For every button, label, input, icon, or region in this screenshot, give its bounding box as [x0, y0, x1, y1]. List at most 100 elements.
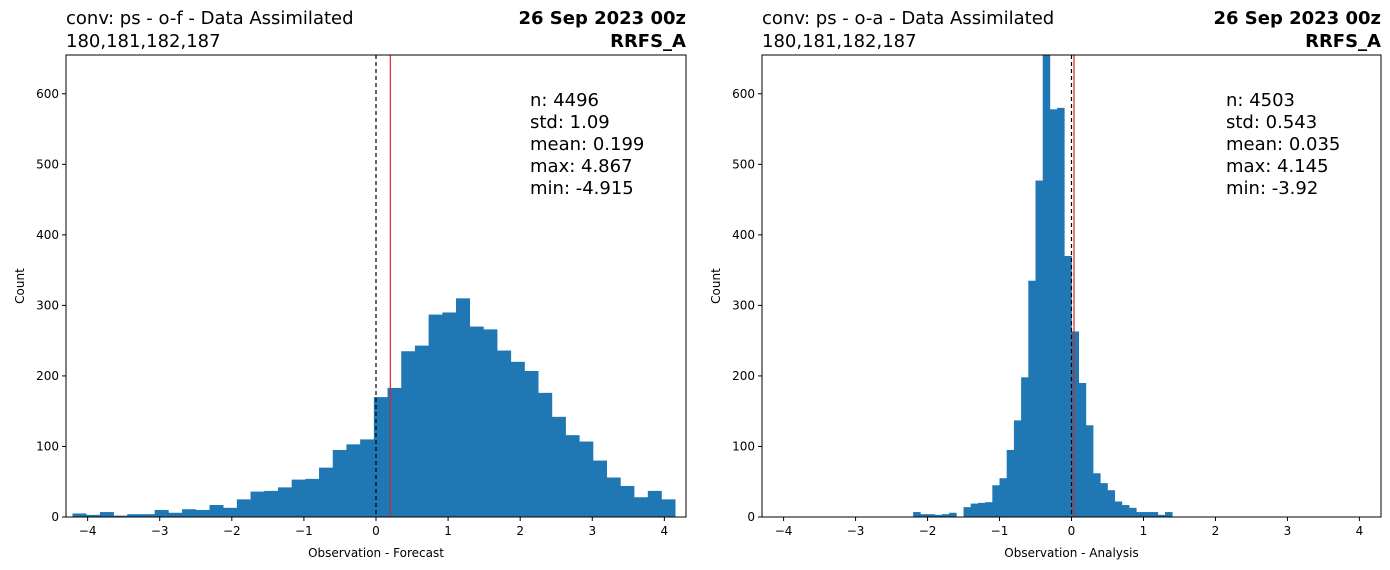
histogram-bar: [1114, 501, 1123, 517]
histogram-bar: [992, 485, 1000, 517]
histogram-bar: [414, 345, 429, 517]
histogram-bar: [934, 514, 943, 517]
y-tick-label: 200: [36, 369, 59, 383]
histogram-bar: [99, 512, 114, 517]
histogram-bar: [456, 298, 471, 517]
y-axis-label: Count: [709, 268, 723, 304]
histogram-bar: [1013, 420, 1022, 517]
histogram-bar: [305, 478, 320, 517]
y-axis-label: Count: [13, 268, 27, 304]
histogram-bar: [524, 370, 539, 517]
histogram-bar: [920, 514, 928, 517]
stats-line: std: 0.543: [1226, 112, 1317, 133]
histogram-bar: [620, 485, 635, 517]
histogram-bar: [497, 350, 512, 517]
y-tick-label: 500: [36, 157, 59, 171]
histogram-panel-2: conv: ps - o-a - Data Assimilated180,181…: [709, 8, 1382, 560]
histogram-bar: [1136, 512, 1144, 517]
histogram-bar: [647, 490, 662, 517]
histogram-bar: [1021, 377, 1029, 517]
chart-subtitle-left: 180,181,182,187: [66, 31, 221, 52]
x-tick-label: −4: [79, 524, 97, 538]
y-tick-label: 500: [732, 157, 755, 171]
x-tick-label: 0: [372, 524, 380, 538]
x-tick-label: −3: [847, 524, 865, 538]
chart-title-left: conv: ps - o-a - Data Assimilated: [762, 8, 1054, 29]
histogram-bar: [1057, 107, 1065, 517]
x-tick-label: 1: [444, 524, 452, 538]
stats-line: max: 4.867: [530, 156, 633, 177]
histogram-bar: [442, 312, 457, 517]
histogram-bar: [319, 467, 334, 517]
x-tick-label: −2: [223, 524, 241, 538]
y-tick-label: 100: [36, 439, 59, 453]
histogram-bar: [1064, 256, 1072, 517]
histogram-bar: [1121, 505, 1130, 517]
x-tick-label: 3: [1284, 524, 1292, 538]
x-tick-label: 2: [516, 524, 524, 538]
histogram-bar: [510, 361, 525, 517]
histogram-bar: [1107, 490, 1115, 517]
histogram-bar: [913, 512, 921, 517]
y-tick-label: 600: [36, 87, 59, 101]
histogram-bar: [1085, 425, 1094, 517]
y-tick-label: 300: [36, 298, 59, 312]
chart-date-title: 26 Sep 2023 00z: [1213, 8, 1381, 29]
histogram-bar: [291, 479, 306, 517]
stats-line: mean: 0.035: [1226, 134, 1340, 155]
histogram-bar: [1150, 512, 1159, 517]
histogram-bar: [182, 509, 197, 517]
chart-title-left: conv: ps - o-f - Data Assimilated: [66, 8, 354, 29]
histogram-bar: [606, 477, 621, 517]
x-tick-label: −1: [295, 524, 313, 538]
histogram-bar: [949, 512, 957, 517]
stats-line: max: 4.145: [1226, 156, 1329, 177]
stats-line: mean: 0.199: [530, 134, 644, 155]
y-tick-label: 0: [51, 510, 59, 524]
chart-model-title: RRFS_A: [1305, 31, 1381, 52]
histogram-bar: [1028, 280, 1036, 517]
histogram-bar: [154, 509, 169, 517]
histogram-bar: [72, 513, 87, 517]
histogram-bar: [1071, 331, 1079, 517]
y-tick-label: 400: [732, 228, 755, 242]
histogram-bar: [1006, 449, 1015, 517]
histogram-bar: [927, 514, 936, 517]
histogram-bar: [1042, 55, 1051, 517]
x-tick-label: 3: [588, 524, 596, 538]
x-tick-label: −3: [151, 524, 169, 538]
x-tick-label: 4: [661, 524, 669, 538]
histogram-bar: [661, 499, 676, 517]
histogram-bar: [985, 502, 993, 517]
histogram-bar: [941, 514, 950, 517]
histogram-bar: [565, 435, 580, 517]
x-tick-label: −4: [775, 524, 793, 538]
x-tick-label: 2: [1212, 524, 1220, 538]
x-tick-label: 0: [1068, 524, 1076, 538]
histogram-bar: [593, 460, 607, 517]
histogram-bars: [913, 55, 1173, 517]
histogram-bar: [264, 490, 279, 517]
y-tick-label: 300: [732, 298, 755, 312]
y-tick-label: 0: [747, 510, 755, 524]
x-tick-label: −2: [919, 524, 937, 538]
histogram-bar: [86, 514, 101, 517]
stats-line: std: 1.09: [530, 112, 610, 133]
chart-model-title: RRFS_A: [610, 31, 686, 52]
x-axis-label: Observation - Analysis: [1004, 546, 1138, 560]
histogram-bar: [1129, 507, 1137, 517]
histogram-bar: [1143, 512, 1151, 517]
histogram-bar: [401, 351, 416, 517]
histogram-bar: [469, 326, 484, 517]
histogram-bar: [963, 507, 972, 517]
stats-line: n: 4503: [1226, 90, 1295, 111]
chart-subtitle-left: 180,181,182,187: [762, 31, 917, 52]
histogram-bar: [1049, 109, 1058, 517]
histogram-bar: [634, 497, 649, 517]
histogram-bar: [1100, 483, 1108, 517]
histogram-bar: [1035, 180, 1044, 517]
histogram-bar: [360, 439, 375, 517]
histogram-bar: [1165, 512, 1173, 517]
x-axis-label: Observation - Forecast: [308, 546, 444, 560]
y-tick-label: 600: [732, 87, 755, 101]
